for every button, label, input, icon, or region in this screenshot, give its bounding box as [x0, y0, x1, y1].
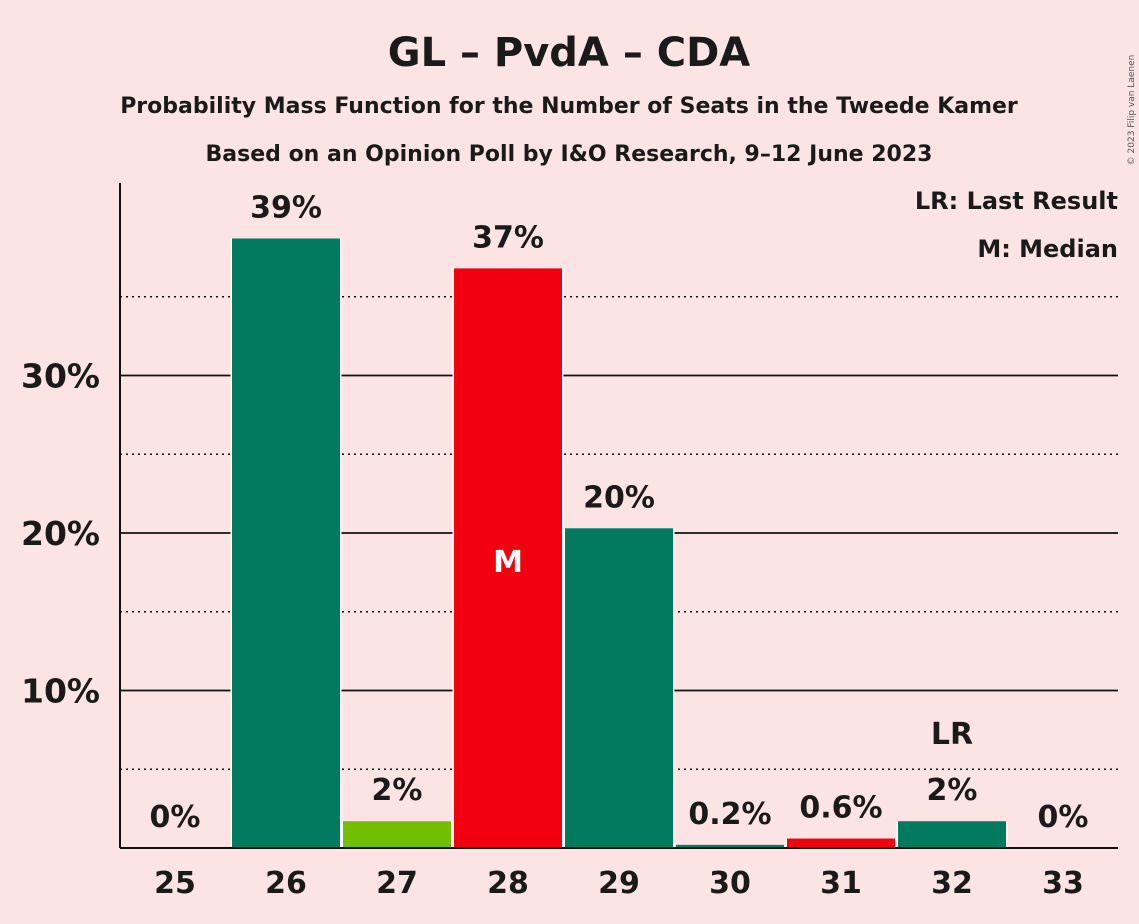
legend-median: M: Median	[977, 235, 1118, 263]
x-tick-label: 29	[598, 866, 640, 901]
bar-seat-29	[565, 528, 673, 848]
x-tick-label: 31	[820, 866, 862, 901]
chart-subtitle-source: Based on an Opinion Poll by I&O Research…	[206, 142, 933, 167]
x-tick-label: 26	[265, 866, 307, 901]
x-tick-label: 25	[154, 866, 196, 901]
x-tick-label: 27	[376, 866, 418, 901]
x-tick-label: 30	[709, 866, 751, 901]
copyright-note: © 2023 Filip van Laenen	[1127, 55, 1137, 166]
bar-seat-27	[343, 821, 451, 848]
data-label: 0%	[150, 800, 201, 835]
y-tick-label: 20%	[21, 514, 100, 553]
bar-seat-26	[232, 238, 340, 849]
y-tick-label: 30%	[21, 357, 100, 396]
bar-seat-28	[454, 268, 562, 848]
bars	[230, 238, 1008, 849]
x-tick-label: 33	[1042, 866, 1084, 901]
data-label: 37%	[472, 220, 544, 255]
legend-last-result: LR: Last Result	[915, 187, 1118, 215]
data-label: 0.6%	[799, 791, 882, 826]
bar-seat-31	[787, 838, 895, 848]
data-label: 0%	[1038, 800, 1089, 835]
median-marker: M	[493, 545, 523, 580]
x-tick-labels: 25 26 27 28 29 30 31 32 33	[154, 866, 1084, 901]
data-label: 0.2%	[688, 797, 771, 832]
y-tick-labels: 10% 20% 30%	[21, 357, 100, 711]
last-result-marker: LR	[931, 717, 973, 752]
data-label: 2%	[372, 773, 423, 808]
data-label: 2%	[927, 773, 978, 808]
data-label: 39%	[250, 190, 322, 225]
x-tick-label: 32	[931, 866, 973, 901]
bar-seat-32	[898, 821, 1006, 848]
data-labels: 0% 39% 2% 37% M 20% 0.2% 0.6% 2% LR 0%	[150, 190, 1089, 835]
data-label: 20%	[583, 480, 655, 515]
bar-seat-30	[676, 844, 784, 848]
chart-title: GL – PvdA – CDA	[388, 30, 751, 76]
chart-subtitle: Probability Mass Function for the Number…	[120, 94, 1018, 119]
x-tick-label: 28	[487, 866, 529, 901]
y-tick-label: 10%	[21, 672, 100, 711]
